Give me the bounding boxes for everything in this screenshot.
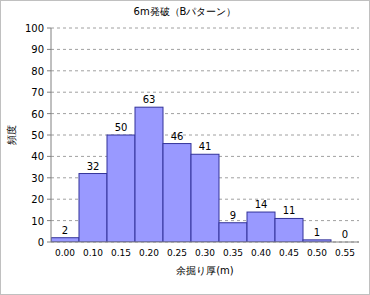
y-tick-label: 10 bbox=[31, 216, 44, 227]
grid-line bbox=[51, 113, 359, 114]
x-tick-label: 0.55 bbox=[335, 248, 355, 258]
grid-line bbox=[51, 70, 359, 71]
chart-svg: 01020304050607080901000.0020.10320.15500… bbox=[0, 0, 370, 295]
y-tick-label: 40 bbox=[31, 151, 44, 162]
bar bbox=[247, 212, 275, 242]
grid-line bbox=[51, 92, 359, 93]
y-tick-label: 50 bbox=[31, 130, 44, 141]
background bbox=[1, 1, 370, 295]
y-tick bbox=[47, 177, 51, 178]
y-tick bbox=[47, 92, 51, 93]
data-label: 11 bbox=[283, 205, 296, 216]
y-tick-label: 30 bbox=[31, 173, 44, 184]
x-tick-label: 0.10 bbox=[83, 248, 103, 258]
y-tick bbox=[47, 70, 51, 71]
data-label: 14 bbox=[255, 199, 268, 210]
grid-line bbox=[51, 49, 359, 50]
y-tick-label: 60 bbox=[31, 109, 44, 120]
grid-line bbox=[51, 135, 359, 136]
grid-line bbox=[51, 28, 359, 29]
bar bbox=[219, 223, 247, 242]
data-label: 46 bbox=[171, 131, 184, 142]
bar bbox=[79, 174, 107, 242]
x-tick-label: 0.25 bbox=[167, 248, 187, 258]
x-tick-label: 0.50 bbox=[307, 248, 327, 258]
y-tick-label: 70 bbox=[31, 87, 44, 98]
data-label: 50 bbox=[115, 122, 128, 133]
y-tick-label: 20 bbox=[31, 194, 44, 205]
x-tick-label: 0.15 bbox=[111, 248, 131, 258]
data-label: 1 bbox=[314, 227, 320, 238]
data-label: 63 bbox=[143, 94, 156, 105]
title: 6m発破（Bパターン） bbox=[134, 6, 237, 17]
data-label: 41 bbox=[199, 141, 212, 152]
y-axis-label: 頻度 bbox=[6, 125, 17, 145]
y-axis bbox=[51, 28, 52, 242]
y-tick bbox=[47, 156, 51, 157]
y-tick bbox=[47, 113, 51, 114]
y-tick-label: 80 bbox=[31, 66, 44, 77]
data-label: 9 bbox=[230, 210, 236, 221]
bar bbox=[51, 238, 79, 242]
x-axis-label: 余掘り厚(m) bbox=[176, 265, 234, 276]
bar bbox=[275, 218, 303, 242]
y-tick-label: 90 bbox=[31, 44, 44, 55]
data-label: 0 bbox=[342, 229, 348, 240]
x-tick-label: 0.00 bbox=[55, 248, 75, 258]
data-label: 32 bbox=[87, 161, 100, 172]
x-tick-label: 0.35 bbox=[223, 248, 243, 258]
y-tick bbox=[47, 135, 51, 136]
bar bbox=[135, 107, 163, 242]
x-tick-label: 0.40 bbox=[251, 248, 271, 258]
y-tick bbox=[47, 220, 51, 221]
data-label: 2 bbox=[62, 225, 68, 236]
grid-line bbox=[51, 242, 359, 243]
y-tick bbox=[47, 28, 51, 29]
y-tick bbox=[47, 242, 51, 243]
x-tick-label: 0.20 bbox=[139, 248, 159, 258]
x-axis bbox=[51, 242, 359, 243]
bar bbox=[163, 144, 191, 242]
y-tick-label: 100 bbox=[25, 23, 44, 34]
bar bbox=[191, 154, 219, 242]
bars bbox=[51, 107, 331, 242]
y-tick bbox=[47, 49, 51, 50]
y-tick bbox=[47, 199, 51, 200]
bar bbox=[107, 135, 135, 242]
y-tick-label: 0 bbox=[38, 237, 44, 248]
chart-root: 01020304050607080901000.0020.10320.15500… bbox=[0, 0, 370, 295]
x-tick-label: 0.45 bbox=[279, 248, 299, 258]
x-tick-label: 0.30 bbox=[195, 248, 215, 258]
